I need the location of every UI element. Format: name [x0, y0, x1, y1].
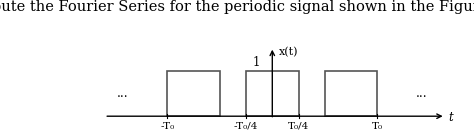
- Text: -T₀: -T₀: [160, 122, 174, 130]
- Text: x(t): x(t): [279, 47, 298, 57]
- Text: 1: 1: [252, 56, 260, 69]
- Text: ...: ...: [118, 87, 129, 100]
- Text: T₀/4: T₀/4: [288, 122, 309, 130]
- Bar: [167, 71, 220, 116]
- Text: 5.  Compute the Fourier Series for the periodic signal shown in the Figure below: 5. Compute the Fourier Series for the pe…: [0, 0, 474, 14]
- Text: -T₀/4: -T₀/4: [234, 122, 258, 130]
- Text: T₀: T₀: [372, 122, 383, 130]
- Text: ...: ...: [416, 87, 427, 100]
- Text: t: t: [449, 111, 454, 124]
- Bar: [325, 71, 377, 116]
- Bar: [246, 71, 299, 116]
